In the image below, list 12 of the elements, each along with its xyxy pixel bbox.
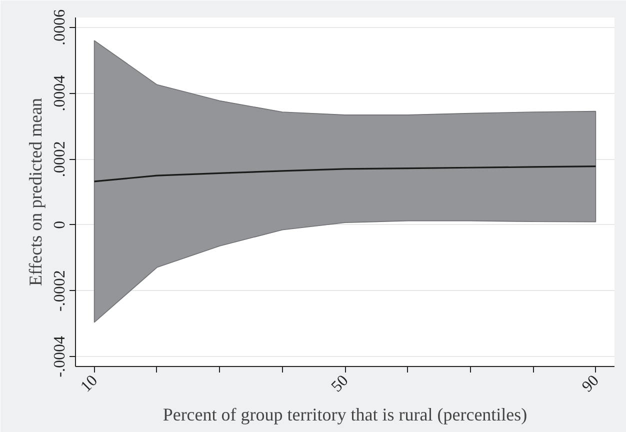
y-tick-label: 0 xyxy=(52,220,68,229)
x-tick-label: 90 xyxy=(579,372,602,396)
x-tick-label: 50 xyxy=(328,372,352,396)
y-tick-label: .0006 xyxy=(52,9,68,46)
line-series xyxy=(94,166,596,182)
x-axis-title: Percent of group territory that is rural (percentiles) xyxy=(162,404,528,425)
y-tick-label: .0004 xyxy=(52,75,68,112)
y-tick-label: -.0002 xyxy=(52,270,68,312)
y-axis-title: Effects on predicted mean xyxy=(26,98,46,286)
y-tick-label: -.0004 xyxy=(52,336,68,378)
y-tick-label: .0002 xyxy=(52,141,68,178)
x-tick-label: 10 xyxy=(78,372,102,396)
